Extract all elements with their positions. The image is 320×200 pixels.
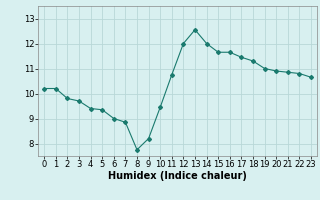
X-axis label: Humidex (Indice chaleur): Humidex (Indice chaleur) [108,171,247,181]
